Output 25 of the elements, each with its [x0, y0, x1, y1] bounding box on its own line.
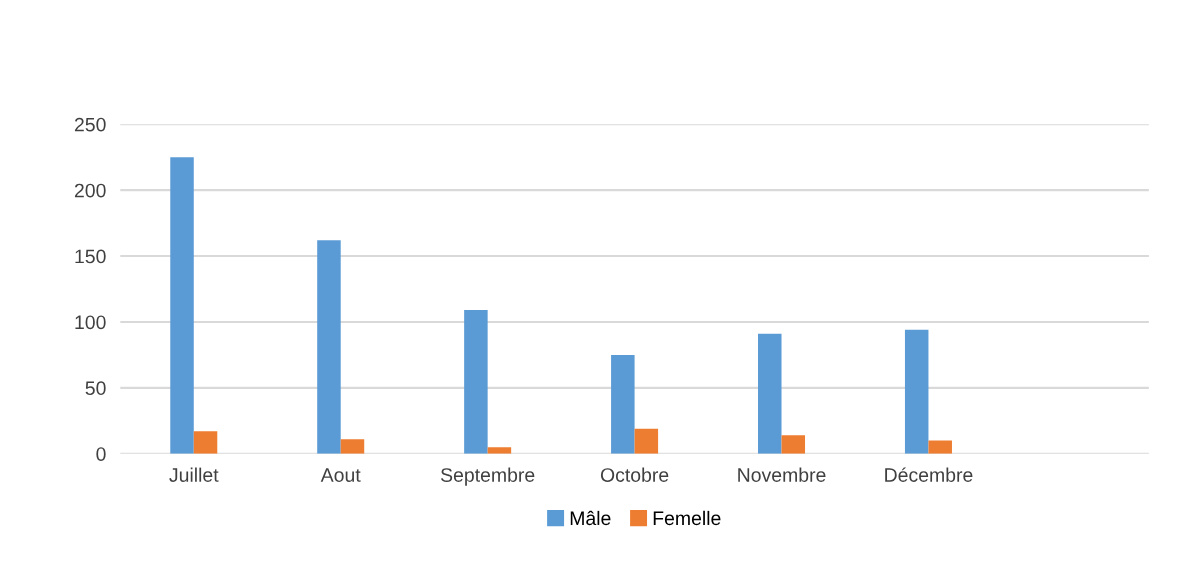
legend-label: Mâle — [570, 510, 611, 526]
y-tick-label: 50 — [85, 381, 106, 396]
bar — [170, 157, 194, 454]
y-tick-label: 100 — [75, 315, 106, 330]
bar — [781, 435, 806, 454]
bar — [758, 333, 782, 454]
x-tick-label: Octobre — [600, 467, 669, 482]
x-tick-label: Juillet — [169, 467, 219, 482]
bar — [634, 428, 659, 454]
bar — [464, 310, 488, 454]
bar — [611, 354, 635, 454]
x-tick-label: Novembre — [738, 467, 826, 482]
bar — [904, 329, 929, 454]
bar — [340, 439, 365, 454]
x-tick-label: Septembre — [440, 467, 535, 486]
y-tick-label: 150 — [75, 249, 106, 264]
y-tick-label: 250 — [74, 117, 106, 132]
legend-label: Femelle — [653, 510, 721, 526]
x-tick-label: Aout — [320, 468, 361, 482]
x-tick-label: Décembre — [885, 467, 973, 482]
bar — [193, 431, 218, 454]
y-tick-label: 0 — [96, 447, 106, 461]
bar — [317, 240, 341, 454]
bar — [928, 440, 952, 454]
y-tick-label: 200 — [74, 183, 106, 198]
